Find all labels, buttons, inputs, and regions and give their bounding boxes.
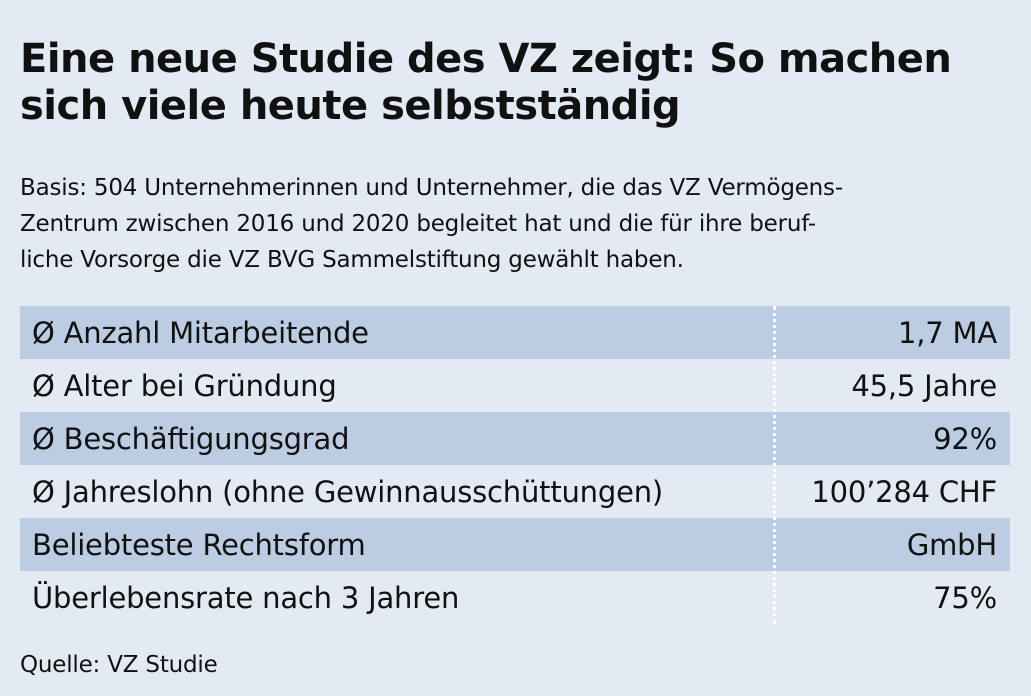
column-divider [773, 306, 776, 624]
table-row: Ø Anzahl Mitarbeitende 1,7 MA [20, 306, 1010, 359]
table-row: Ø Jahreslohn (ohne Gewinnausschüttungen)… [20, 465, 1010, 518]
title-line-1: Eine neue Studie des VZ zeigt: So machen [20, 36, 952, 82]
data-table: Ø Anzahl Mitarbeitende 1,7 MA Ø Alter be… [20, 306, 1010, 624]
row-value: 100’284 CHF [811, 474, 997, 509]
row-label: Beliebteste Rechtsform [32, 527, 366, 562]
row-value: GmbH [906, 527, 997, 562]
chart-title: Eine neue Studie des VZ zeigt: So machen… [20, 36, 1010, 130]
row-label: Ø Jahreslohn (ohne Gewinnausschüttungen) [32, 474, 664, 509]
table-row: Beliebteste Rechtsform GmbH [20, 518, 1010, 571]
basis-line-1: Basis: 504 Unternehmerinnen und Unterneh… [20, 175, 843, 201]
title-line-2: sich viele heute selbstständig [20, 83, 681, 129]
row-value: 1,7 MA [898, 315, 997, 350]
basis-line-2: Zentrum zwischen 2016 und 2020 begleitet… [20, 211, 816, 237]
row-value: 45,5 Jahre [851, 368, 997, 403]
row-label: Überlebensrate nach 3 Jahren [32, 580, 460, 615]
row-value: 75% [933, 580, 997, 615]
table-row: Überlebensrate nach 3 Jahren 75% [20, 571, 1010, 624]
row-label: Ø Anzahl Mitarbeitende [32, 315, 369, 350]
table-row: Ø Beschäftigungsgrad 92% [20, 412, 1010, 465]
row-label: Ø Alter bei Gründung [32, 368, 337, 403]
basis-line-3: liche Vorsorge die VZ BVG Sammelstiftung… [20, 247, 684, 273]
table-row: Ø Alter bei Gründung 45,5 Jahre [20, 359, 1010, 412]
row-label: Ø Beschäftigungsgrad [32, 421, 350, 456]
basis-note: Basis: 504 Unternehmerinnen und Unterneh… [20, 170, 1015, 278]
source-note: Quelle: VZ Studie [20, 652, 218, 678]
row-value: 92% [933, 421, 997, 456]
